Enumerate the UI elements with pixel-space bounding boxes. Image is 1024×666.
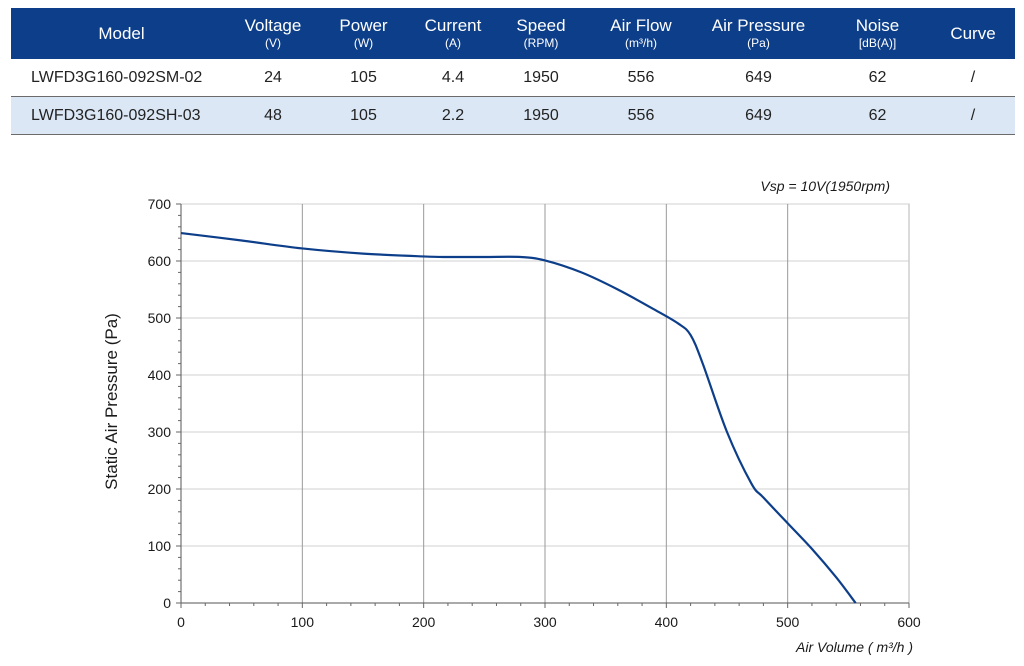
column-header-power: Power (W) xyxy=(314,8,413,59)
column-header-unit: (V) xyxy=(265,36,281,51)
x-tick-label: 600 xyxy=(897,614,921,630)
y-tick-label: 300 xyxy=(148,424,172,440)
y-tick-label: 400 xyxy=(148,367,172,383)
table-cell: 62 xyxy=(824,59,931,97)
model-cell: LWFD3G160-092SM-02 xyxy=(11,59,232,97)
column-header-title: Noise xyxy=(855,16,900,36)
column-header-unit: (Pa) xyxy=(747,36,770,51)
curve-annotation: Vsp = 10V(1950rpm) xyxy=(760,178,890,194)
column-header-title: Speed xyxy=(516,16,566,36)
x-tick-label: 400 xyxy=(655,614,679,630)
table-cell: 556 xyxy=(589,59,693,97)
table-row: LWFD3G160-092SM-02 24 105 4.4 1950 556 649 62/ xyxy=(11,59,1015,97)
column-header-title: Power xyxy=(339,16,388,36)
model-cell: LWFD3G160-092SH-03 xyxy=(11,96,232,135)
pressure-curve-line xyxy=(180,231,857,604)
column-header-model: Model xyxy=(11,8,232,59)
y-tick-label: 500 xyxy=(148,310,172,326)
table-cell: 105 xyxy=(314,59,413,97)
table-cell: 556 xyxy=(589,96,693,135)
column-header-title: Current xyxy=(424,16,482,36)
table-cell: 649 xyxy=(693,96,824,135)
column-header-unit: [dB(A)] xyxy=(858,36,897,51)
y-tick-label: 700 xyxy=(148,196,172,212)
column-header-title: Model xyxy=(98,23,145,43)
column-header-title: Air Flow xyxy=(610,16,672,36)
spec-table: Model Voltage (V) Power (W) Current (A) Speed (R… xyxy=(11,8,1015,135)
column-header-unit: (m³/h) xyxy=(625,36,657,51)
column-header-air-flow: Air Flow (m³/h) xyxy=(589,8,693,59)
column-header-unit: (W) xyxy=(353,36,374,51)
table-cell: 1950 xyxy=(493,96,589,135)
table-cell: 62 xyxy=(824,96,931,135)
column-header-unit: (A) xyxy=(445,36,461,51)
table-cell: 2.2 xyxy=(413,96,493,135)
column-header-air-pressure: Air Pressure (Pa) xyxy=(693,8,824,59)
table-cell: / xyxy=(931,96,1015,135)
x-axis-label: Air Volume ( m³/h ) xyxy=(795,639,913,655)
table-row: LWFD3G160-092SH-03 48 105 2.2 1950 556 649 62/ xyxy=(11,96,1015,135)
x-tick-label: 200 xyxy=(412,614,436,630)
column-header-speed: Speed (RPM) xyxy=(493,8,589,59)
column-header-unit: (RPM) xyxy=(523,36,559,51)
table-cell: 105 xyxy=(314,96,413,135)
column-header-noise: Noise [dB(A)] xyxy=(824,8,931,59)
x-tick-label: 500 xyxy=(776,614,800,630)
table-cell: 4.4 xyxy=(413,59,493,97)
column-header-current: Current (A) xyxy=(413,8,493,59)
table-cell: 48 xyxy=(232,96,314,135)
y-tick-label: 0 xyxy=(163,595,171,611)
column-header-title: Curve xyxy=(950,23,996,43)
y-tick-label: 600 xyxy=(148,253,172,269)
y-tick-label: 200 xyxy=(148,481,172,497)
x-tick-label: 300 xyxy=(533,614,557,630)
y-axis-label: Static Air Pressure (Pa) xyxy=(102,313,121,490)
table-cell: 1950 xyxy=(493,59,589,97)
column-header-voltage: Voltage (V) xyxy=(232,8,314,59)
column-header-curve: Curve xyxy=(931,8,1015,59)
x-tick-label: 100 xyxy=(291,614,315,630)
x-tick-label: 0 xyxy=(177,614,185,630)
table-cell: 649 xyxy=(693,59,824,97)
y-tick-label: 100 xyxy=(148,538,172,554)
column-header-title: Air Pressure xyxy=(711,16,806,36)
table-header-row: Model Voltage (V) Power (W) Current (A) Speed (R… xyxy=(11,8,1015,59)
table-cell: / xyxy=(931,59,1015,97)
column-header-title: Voltage xyxy=(244,16,302,36)
table-cell: 24 xyxy=(232,59,314,97)
